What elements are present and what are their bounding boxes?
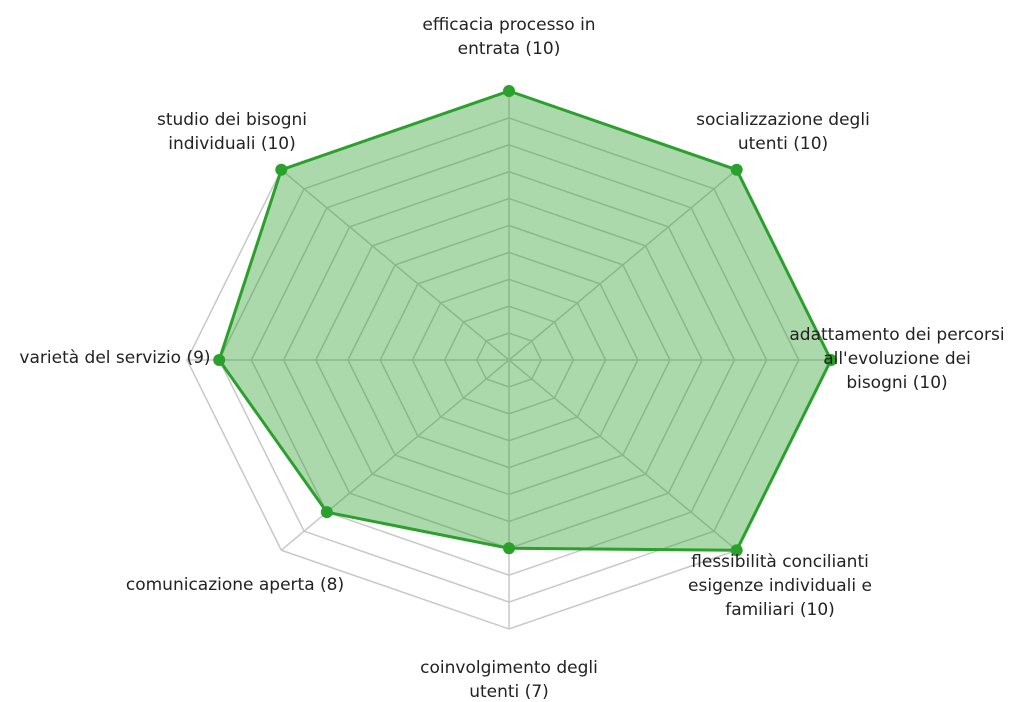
axis-label: entrata (10) — [458, 39, 561, 59]
data-point — [730, 544, 743, 557]
data-point — [825, 354, 837, 366]
axis-label: flessibilità concilianti — [691, 552, 869, 572]
spoke — [508, 169, 738, 361]
axis-label: varietà del servizio (9) — [19, 348, 210, 368]
axis-label: familiari (10) — [725, 600, 835, 620]
radar-area — [217, 89, 833, 552]
axis-label: socializzazione degli — [696, 110, 870, 130]
data-point — [213, 354, 226, 366]
data-point — [503, 85, 515, 97]
spoke — [508, 359, 738, 551]
axis-label: adattamento dei percorsi — [789, 325, 1004, 345]
data-point — [503, 542, 515, 555]
axis-label: comunicazione aperta (8) — [126, 575, 344, 595]
axis-label: esigenze individuali e — [688, 576, 872, 596]
data-point — [320, 506, 333, 519]
axis-label: studio dei bisogni — [157, 110, 307, 130]
axis-label: bisogni (10) — [846, 373, 947, 393]
axis-label: individuali (10) — [168, 134, 296, 154]
axis-label: coinvolgimento degli — [420, 658, 598, 678]
axis-label: efficacia processo in — [422, 15, 595, 35]
spoke — [280, 359, 510, 551]
axis-label: utenti (10) — [738, 134, 828, 154]
data-point — [730, 163, 743, 176]
axis-label: utenti (7) — [469, 682, 549, 702]
axis-label: all'evoluzione dei — [823, 349, 971, 369]
data-point — [275, 163, 288, 176]
spoke — [280, 169, 510, 361]
